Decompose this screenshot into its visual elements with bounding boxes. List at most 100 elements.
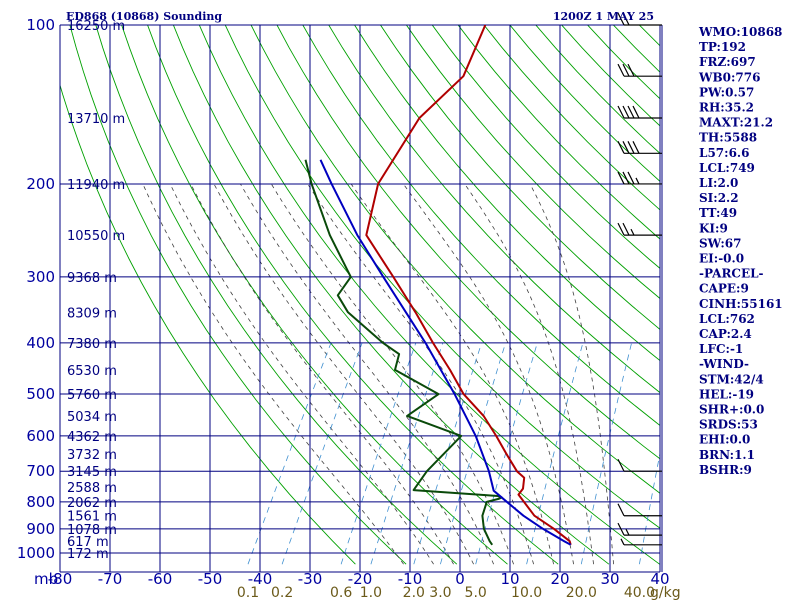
mixing-ratio-tick-label: 0.6 (330, 585, 352, 600)
mixing-ratio-line (639, 451, 660, 565)
temperature-tick-label: -30 (298, 570, 323, 588)
dry-adiabat-line (276, 25, 660, 460)
stability-index-item: SW:67 (699, 236, 741, 250)
dry-adiabat-line (198, 25, 660, 565)
stability-index-item: EI:-0.0 (699, 252, 744, 266)
moist-adiabat-line (213, 183, 474, 565)
stability-index-item: -PARCEL- (699, 267, 764, 281)
temperature-tick-label: -70 (98, 570, 123, 588)
dry-adiabat-line (509, 25, 660, 182)
temperature-tick-label: -80 (48, 570, 73, 588)
dry-adiabat-line (457, 25, 660, 240)
height-tick-label: 3732 m (67, 448, 117, 463)
temperature-tick-label: 10 (500, 570, 519, 588)
height-tick-label: 8309 m (67, 306, 117, 321)
height-tick-label: 16250 m (67, 19, 125, 34)
dry-adiabat-line (612, 25, 660, 73)
dry-adiabat-line (60, 83, 356, 565)
height-tick-label: 6530 m (67, 364, 117, 379)
height-tick-label: 11940 m (67, 178, 125, 193)
stability-index-item: LCL:749 (699, 161, 755, 175)
moist-adiabat-line (529, 183, 614, 565)
moist-adiabat-line (240, 183, 494, 565)
height-tick-label: 9368 m (67, 271, 117, 286)
dry-adiabat-line (586, 25, 660, 100)
stability-index-item: TT:49 (699, 206, 737, 220)
moist-adiabat-line (402, 183, 574, 565)
pressure-tick-label: 400 (26, 334, 55, 352)
stability-index-item: RH:35.2 (699, 101, 754, 115)
dry-adiabat-line (121, 25, 508, 565)
mixing-ratio-tick-label: 10.0 (511, 585, 542, 600)
height-tick-label: 172 m (67, 547, 109, 562)
stability-index-item: TP:192 (699, 40, 746, 54)
wind-barb (617, 12, 662, 26)
stability-index-item: L57:6.6 (699, 146, 749, 160)
moist-adiabat-line (190, 183, 454, 565)
dry-adiabat-line (379, 25, 660, 330)
mixing-ratio-tick-label: 40.0 (624, 585, 655, 600)
wind-barb (617, 503, 662, 517)
pressure-tick-label: 100 (26, 16, 55, 34)
mixing-ratio-line (413, 342, 482, 565)
wind-barb (617, 63, 662, 77)
height-tick-label: 7380 m (67, 337, 117, 352)
stability-index-item: LCL:762 (699, 312, 755, 326)
temperature-tick-label: -40 (248, 570, 273, 588)
mixing-ratio-line (370, 342, 444, 565)
height-tick-label: 10550 m (67, 229, 125, 244)
dry-adiabat-line (405, 25, 660, 300)
stability-index-item: CINH:55161 (699, 297, 783, 311)
moist-adiabat-line (270, 183, 514, 565)
stability-index-item: STM:42/4 (699, 372, 764, 386)
pressure-tick-label: 900 (26, 520, 55, 538)
sounding-title: ED868 (10868) Sounding (66, 10, 222, 23)
moist-adiabat-line (142, 183, 404, 565)
stability-index-item: BRN:1.1 (699, 448, 755, 462)
stability-index-item: TH:5588 (699, 131, 757, 145)
height-tick-label: 2588 m (67, 481, 117, 496)
moist-adiabat-line (307, 183, 534, 565)
height-tick-label: 4362 m (67, 430, 117, 445)
pressure-tick-label: 300 (26, 268, 55, 286)
dewpoint-profile (304, 159, 503, 546)
stability-index-item: WMO:10868 (698, 25, 782, 39)
height-tick-label: 1561 m (67, 510, 117, 525)
stability-index-item: CAPE:9 (699, 282, 749, 296)
wind-barb (620, 538, 662, 546)
mixing-ratio-line (440, 342, 506, 565)
stability-index-item: SHR+:0.0 (699, 403, 764, 417)
pressure-tick-label: 600 (26, 427, 55, 445)
stability-index-item: MAXT:21.2 (699, 116, 773, 130)
stability-index-item: PW:0.57 (699, 85, 754, 99)
stability-index-item: -WIND- (699, 357, 749, 371)
parcel-path (319, 159, 572, 546)
stability-index-item: FRZ:697 (699, 55, 756, 69)
pressure-tick-label: 700 (26, 462, 55, 480)
dry-adiabat-line (95, 25, 458, 565)
sounding-profiles (304, 25, 572, 546)
dry-adiabat-line (69, 25, 407, 565)
temperature-tick-label: -10 (398, 570, 423, 588)
stability-index-item: EHI:0.0 (699, 433, 750, 447)
dry-adiabat-line (302, 25, 660, 427)
dry-adiabat-line (328, 25, 660, 394)
dry-adiabat-line (250, 25, 660, 494)
mixing-ratio-line (340, 342, 417, 565)
pressure-tick-label: 1000 (17, 544, 55, 562)
mixing-ratio-line (281, 342, 363, 565)
wind-barb (617, 105, 662, 119)
height-tick-label: 617 m (67, 535, 109, 550)
dry-adiabat-line (354, 25, 660, 362)
stability-index-item: SRDS:53 (699, 418, 758, 432)
isobar-isotherm-grid (59, 24, 661, 573)
wind-barb (617, 522, 662, 536)
mixing-ratio-tick-label: 20.0 (566, 585, 597, 600)
mixing-ratio-tick-label: 3.0 (429, 585, 451, 600)
dry-adiabat-line (561, 25, 660, 127)
moist-adiabat-line (464, 183, 594, 565)
stability-index-item: LFC:-1 (699, 342, 743, 356)
